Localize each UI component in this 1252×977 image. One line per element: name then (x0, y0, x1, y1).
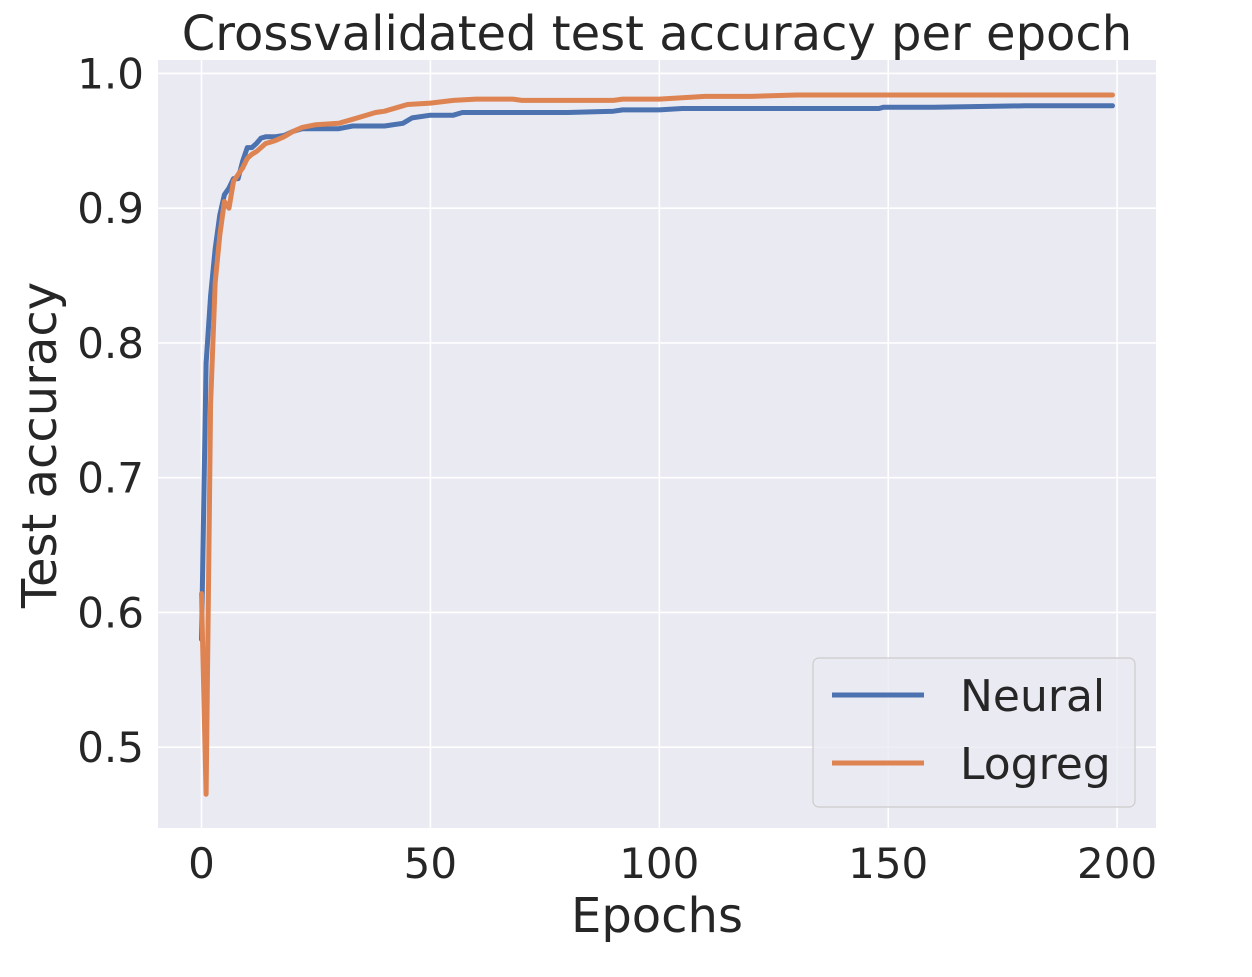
x-tick-label: 200 (1077, 839, 1157, 888)
x-tick-label: 50 (404, 839, 457, 888)
y-tick-label: 0.7 (77, 454, 144, 503)
y-tick-label: 0.8 (77, 319, 144, 368)
y-tick-label: 0.5 (77, 723, 144, 772)
chart-title: Crossvalidated test accuracy per epoch (182, 6, 1132, 62)
grid (158, 60, 1156, 828)
x-tick-label: 0 (188, 839, 215, 888)
x-tick-label: 100 (619, 839, 699, 888)
y-tick-label: 0.6 (77, 588, 144, 637)
x-axis-ticks: 0 50 100 150 200 (188, 839, 1157, 888)
legend-label-neural: Neural (960, 671, 1105, 722)
x-tick-label: 150 (848, 839, 928, 888)
x-axis-label: Epochs (571, 888, 743, 944)
y-tick-label: 1.0 (77, 49, 144, 98)
legend: Neural Logreg (812, 657, 1136, 808)
y-axis-ticks: 0.5 0.6 0.7 0.8 0.9 1.0 (77, 49, 144, 772)
series-line-logreg (199, 92, 1115, 797)
y-axis-label: Test accuracy (12, 282, 68, 609)
y-tick-label: 0.9 (77, 184, 144, 233)
series-lines (199, 92, 1115, 797)
legend-label-logreg: Logreg (960, 739, 1111, 790)
